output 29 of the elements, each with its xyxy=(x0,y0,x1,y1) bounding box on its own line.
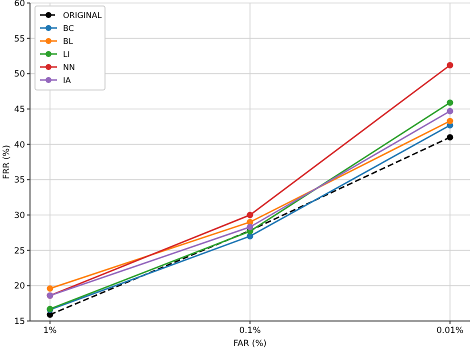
y-axis-title: FRR (%) xyxy=(2,144,12,180)
y-tick-label: 35 xyxy=(14,176,25,186)
point xyxy=(246,224,254,230)
legend-label: BL xyxy=(63,36,74,46)
x-tick-label: 1% xyxy=(43,326,57,336)
legend-label: BC xyxy=(63,24,74,33)
y-tick-label: 20 xyxy=(14,282,25,292)
y-tick-label: 15 xyxy=(14,316,25,327)
point xyxy=(46,285,54,292)
point xyxy=(446,99,454,106)
legend-label: ORIGINAL xyxy=(63,10,102,20)
point xyxy=(446,118,454,124)
y-tick-label: 60 xyxy=(14,0,25,9)
legend-label: IA xyxy=(63,76,72,85)
point xyxy=(446,62,454,68)
y-tick-label: 40 xyxy=(14,140,25,150)
x-tick-label: 0.01% xyxy=(436,326,464,336)
point xyxy=(446,134,454,140)
x-axis-title: FAR (%) xyxy=(233,339,267,348)
point xyxy=(246,212,254,218)
legend-label: NN xyxy=(63,62,75,72)
y-tick-label: 50 xyxy=(14,70,25,80)
x-tick-label: 0.1% xyxy=(239,326,261,336)
y-tick-label: 25 xyxy=(14,246,25,256)
point xyxy=(446,108,454,114)
y-tick-label: 45 xyxy=(14,104,25,115)
legend-label: LI xyxy=(63,50,70,59)
y-tick-label: 55 xyxy=(14,34,25,44)
y-tick-label: 30 xyxy=(14,210,25,221)
